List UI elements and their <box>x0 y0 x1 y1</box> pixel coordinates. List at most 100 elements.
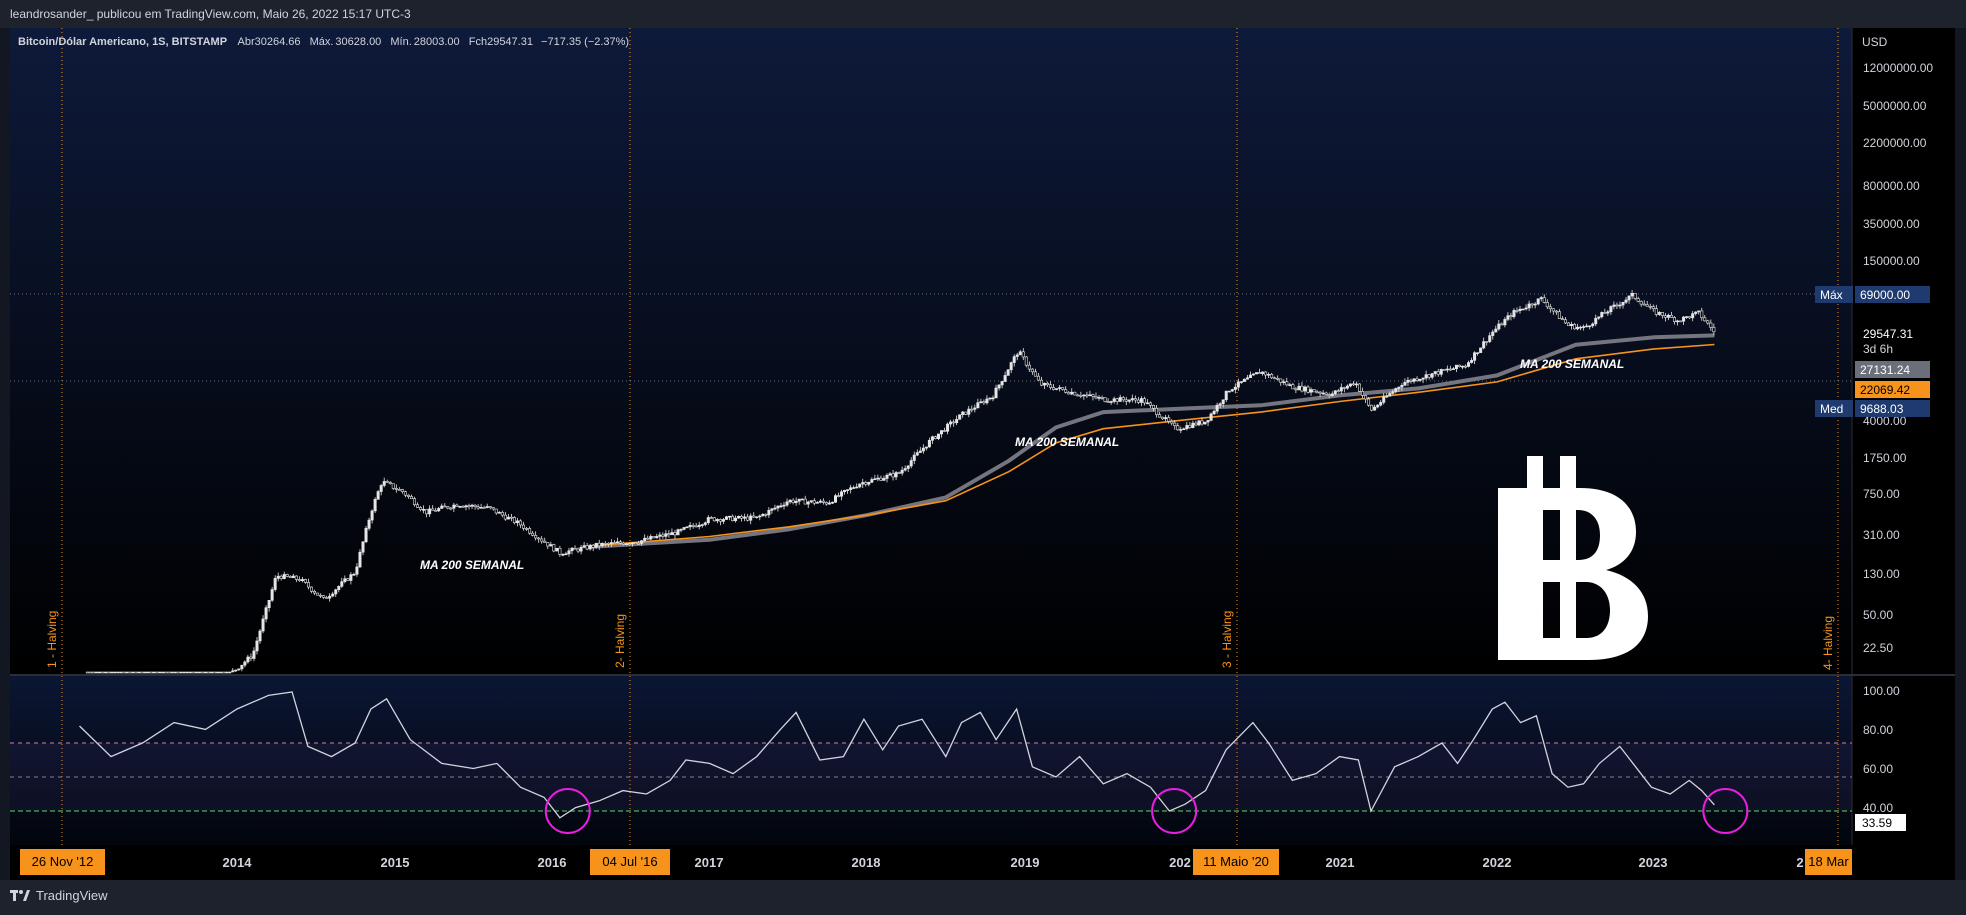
median-price-badge-tag: Med <box>1820 402 1843 416</box>
candle <box>331 591 335 598</box>
candle-body <box>540 538 544 542</box>
candle-body <box>1073 391 1077 396</box>
candle <box>1703 314 1707 322</box>
candle-body <box>485 506 489 508</box>
candle <box>1206 420 1210 427</box>
candle-body <box>500 512 504 516</box>
candle <box>440 503 444 510</box>
candle-body <box>864 482 868 485</box>
median-price-badge-bg <box>1855 400 1930 417</box>
candle <box>1070 388 1074 396</box>
tradingview-logo-icon <box>10 889 30 901</box>
candle <box>1073 391 1077 396</box>
candle-body <box>1009 362 1013 371</box>
candle-body <box>1476 352 1480 354</box>
candle <box>491 507 495 511</box>
candle <box>1648 303 1652 310</box>
candle-body <box>1206 420 1210 423</box>
candle-body <box>1427 374 1431 378</box>
candle-body <box>482 507 486 509</box>
candle-body <box>776 505 780 509</box>
candle <box>1585 323 1589 328</box>
candle <box>337 585 341 593</box>
candle <box>452 502 456 513</box>
last-price-label: 29547.31 <box>1863 327 1913 341</box>
candle-body <box>134 671 138 674</box>
candle-body <box>570 547 574 552</box>
candle-body <box>1197 420 1201 426</box>
candle <box>1530 303 1534 309</box>
candle <box>382 477 386 488</box>
candle <box>1442 368 1446 371</box>
candle <box>770 508 774 514</box>
candle <box>615 537 619 544</box>
candle-body <box>518 520 522 526</box>
candle-body <box>352 573 356 576</box>
candle <box>131 671 135 674</box>
candle-body <box>382 481 386 486</box>
candle <box>522 521 526 531</box>
candle-body <box>912 454 916 461</box>
candle <box>1082 394 1086 400</box>
candle-body <box>1618 304 1622 307</box>
candle-body <box>310 586 314 592</box>
candle <box>267 600 271 612</box>
candle <box>903 465 907 472</box>
candle <box>1097 395 1101 401</box>
candle <box>688 522 692 531</box>
candle <box>1548 303 1552 313</box>
candle-body <box>1212 410 1216 415</box>
candle-body <box>1248 374 1252 379</box>
candle-body <box>1415 378 1419 381</box>
candle <box>1439 368 1443 377</box>
candle <box>1003 371 1007 383</box>
candle-body <box>1436 371 1440 375</box>
candle <box>1545 299 1549 310</box>
candle <box>924 446 928 451</box>
svg-text:Bitcoin/Dólar Americano, 1S, B: Bitcoin/Dólar Americano, 1S, BITSTAMP Ab… <box>18 36 629 48</box>
candle-body <box>588 544 592 550</box>
candle <box>1497 320 1501 331</box>
candle-body <box>388 482 392 484</box>
price-axis-background <box>1852 28 1955 845</box>
legend-low-label: Mín. <box>390 36 411 48</box>
candle <box>1124 396 1128 406</box>
candle <box>579 544 583 555</box>
candle <box>276 572 280 582</box>
candle-body <box>1079 394 1083 397</box>
candle-body <box>1530 303 1534 306</box>
chart-canvas[interactable]: 1 - Halving 2- Halving 3 - Halving 4- Halvi… <box>0 0 1966 880</box>
candle <box>1273 376 1277 380</box>
candle-body <box>1273 377 1277 380</box>
candle-body <box>104 671 108 674</box>
candle-body <box>876 477 880 480</box>
candle <box>597 539 601 550</box>
candle <box>585 542 589 551</box>
axes[interactable]: USD 12000000.00 5000000.00 2200000.00 800000… <box>20 35 1933 875</box>
candle-body <box>670 532 674 536</box>
candle <box>500 510 504 518</box>
candle <box>734 515 738 523</box>
candle <box>188 671 192 674</box>
candle-body <box>428 508 432 515</box>
candle <box>1264 371 1268 379</box>
candle-body <box>537 537 541 540</box>
halving-date-badge-bg <box>20 849 105 875</box>
ma-gray-value-badge: 27131.24 <box>1855 361 1930 378</box>
candle <box>1430 373 1434 380</box>
candle-body <box>803 498 807 505</box>
candle <box>1582 324 1586 331</box>
candle <box>1654 304 1658 317</box>
candle <box>655 533 659 539</box>
ma-orange-value-badge-bg <box>1855 381 1930 398</box>
candle-body <box>1055 388 1059 390</box>
candle <box>1109 400 1113 405</box>
candle-body <box>724 516 728 520</box>
tradingview-brand[interactable]: TradingView <box>10 888 108 903</box>
legend-high-label: Máx. <box>310 36 334 48</box>
candle <box>1579 325 1583 331</box>
candle <box>319 593 323 598</box>
candle-body <box>752 515 756 518</box>
candle-body <box>594 542 598 548</box>
candle <box>833 493 837 503</box>
